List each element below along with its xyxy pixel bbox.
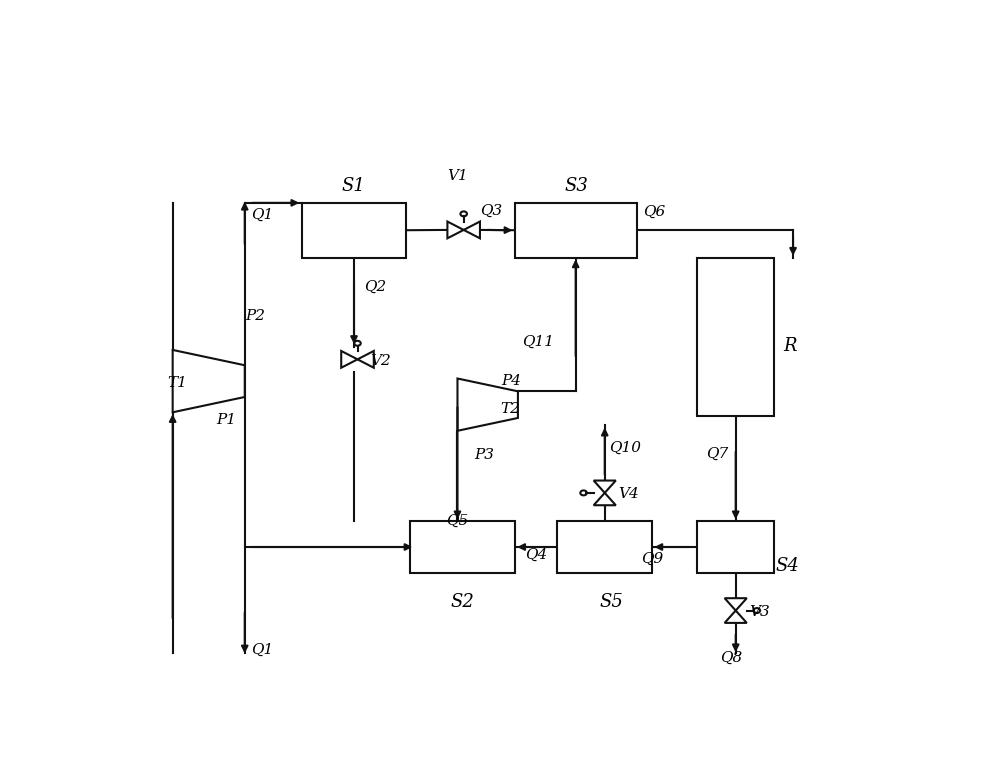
- Text: P4: P4: [502, 374, 522, 388]
- Text: T1: T1: [168, 376, 188, 390]
- Text: S2: S2: [450, 593, 474, 610]
- Text: Q2: Q2: [364, 280, 386, 294]
- Text: V3: V3: [750, 605, 770, 619]
- Bar: [557, 521, 652, 573]
- Text: S3: S3: [564, 176, 588, 195]
- Text: Q11: Q11: [522, 335, 554, 348]
- Text: V2: V2: [370, 354, 391, 367]
- Polygon shape: [341, 351, 358, 367]
- Text: R: R: [783, 338, 797, 355]
- Text: Q8: Q8: [720, 651, 742, 665]
- Text: P1: P1: [216, 413, 236, 427]
- Bar: [410, 521, 515, 573]
- Text: Q3: Q3: [480, 203, 502, 218]
- Polygon shape: [464, 222, 480, 238]
- Text: S1: S1: [342, 176, 366, 195]
- Text: Q7: Q7: [706, 446, 728, 461]
- Text: P2: P2: [245, 309, 265, 323]
- Polygon shape: [447, 222, 464, 238]
- Text: S4: S4: [776, 558, 800, 575]
- Text: Q1: Q1: [251, 643, 274, 656]
- Polygon shape: [358, 351, 374, 367]
- Text: Q6: Q6: [643, 205, 665, 219]
- Polygon shape: [725, 598, 747, 610]
- Text: Q4: Q4: [525, 549, 547, 562]
- Text: S5: S5: [600, 593, 624, 610]
- Polygon shape: [594, 481, 616, 493]
- Polygon shape: [173, 350, 245, 413]
- Text: V4: V4: [618, 487, 639, 501]
- Text: V1: V1: [447, 170, 468, 183]
- Polygon shape: [457, 378, 518, 431]
- Text: Q5: Q5: [446, 514, 468, 528]
- Text: P3: P3: [474, 448, 494, 462]
- Bar: [697, 521, 774, 573]
- Text: Q1: Q1: [251, 209, 274, 222]
- Bar: [697, 257, 774, 416]
- Bar: [515, 203, 637, 257]
- Polygon shape: [594, 493, 616, 505]
- Bar: [302, 203, 406, 257]
- Text: Q10: Q10: [609, 441, 641, 455]
- Text: T2: T2: [500, 403, 520, 416]
- Text: Q9: Q9: [641, 552, 663, 566]
- Polygon shape: [725, 610, 747, 623]
